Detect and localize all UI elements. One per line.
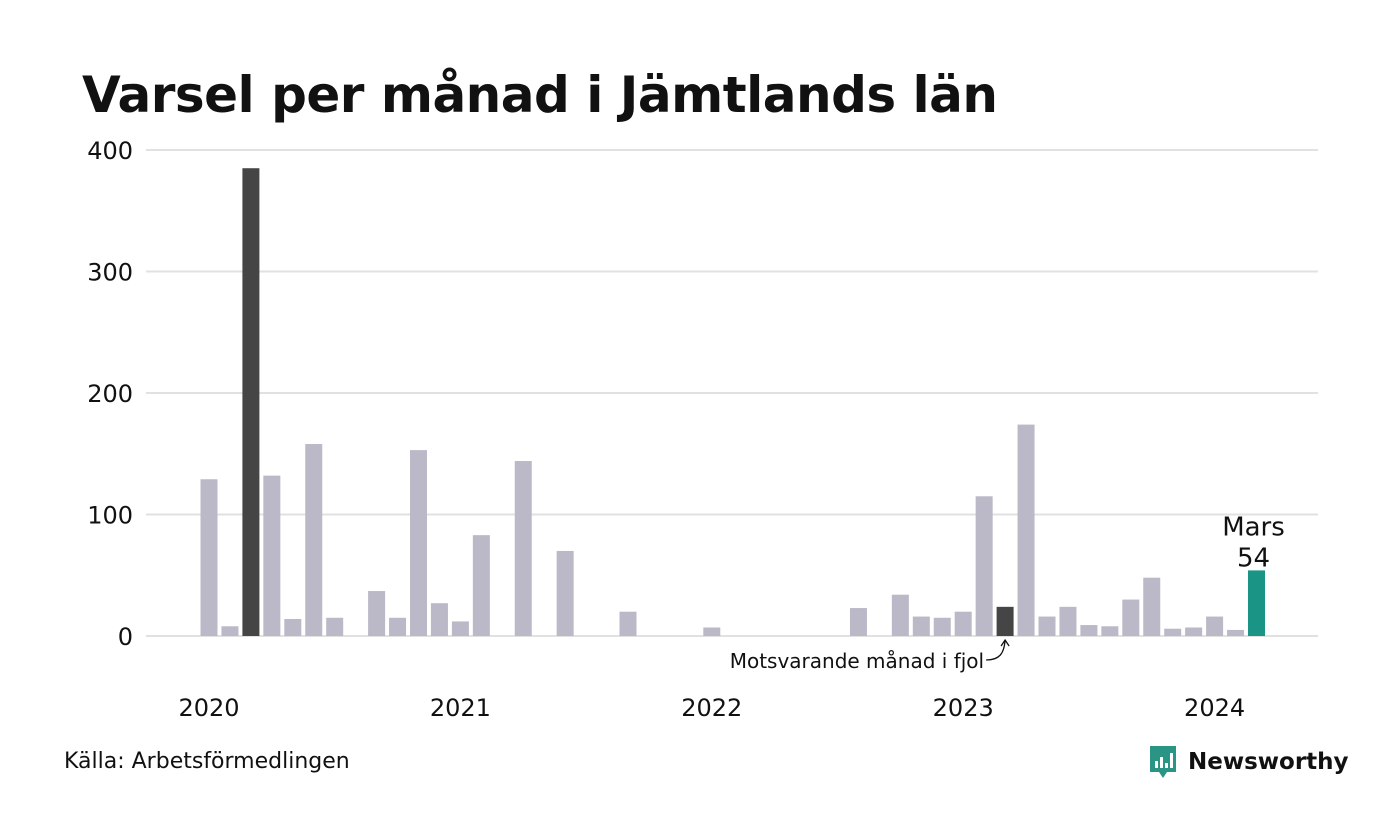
bar [1248,570,1265,636]
current-value-label: 54 [1237,543,1270,573]
brand-logo: Newsworthy [1148,744,1349,780]
annotations: Mars 54 Motsvarande månad i fjol [730,512,1285,673]
comparison-annotation-label: Motsvarande månad i fjol [730,649,984,673]
bars [200,168,1265,636]
bar [1164,628,1182,636]
bar [305,444,323,636]
bar [263,475,281,636]
x-tick-label: 2023 [933,694,994,722]
bar [1080,625,1098,636]
y-tick-label: 200 [87,380,133,408]
x-tick-label: 2020 [178,694,239,722]
bar [1143,577,1161,636]
source-note: Källa: Arbetsförmedlingen [64,749,350,774]
bar [410,450,427,636]
bar [849,608,867,636]
bar [891,594,909,636]
newsworthy-logo-icon [1150,746,1176,778]
bar [619,611,637,636]
bar-chart: 0 100 200 300 400 2020 2021 2022 2023 2024 Mars … [87,137,1318,722]
current-month-label: Mars [1222,512,1285,542]
y-tick-label: 300 [87,259,133,287]
bar [242,168,260,636]
x-tick-label: 2021 [430,694,491,722]
bar [1185,627,1203,636]
y-axis-ticks: 0 100 200 300 400 [87,137,133,651]
chart-title: Varsel per månad i Jämtlands län [82,66,998,124]
bar [284,618,302,636]
comparison-arrowhead [1000,638,1010,647]
bar [703,627,721,636]
bar [368,591,386,636]
bar [912,616,930,636]
bar [1122,599,1140,636]
y-tick-label: 100 [87,502,133,530]
bar [200,479,218,636]
bar [430,603,448,636]
bar [556,550,574,636]
y-tick-label: 400 [87,137,133,165]
bar [933,617,951,636]
bar [221,626,239,636]
comparison-annotation-arrow [986,639,1006,661]
bar [389,617,407,636]
x-tick-label: 2022 [681,694,742,722]
x-tick-label: 2024 [1184,694,1245,722]
bar [472,535,490,636]
y-tick-label: 0 [118,623,133,651]
bar [1017,424,1035,636]
bar [954,611,972,636]
bar [1206,616,1224,636]
bar [1227,629,1245,636]
bar [996,606,1014,636]
brand-name: Newsworthy [1188,749,1349,775]
bar [451,621,469,636]
bar [975,496,993,636]
bar [326,617,344,636]
bar [514,461,532,636]
bar [1059,606,1077,636]
x-axis-ticks: 2020 2021 2022 2023 2024 [178,694,1245,722]
bar [1038,616,1056,636]
bar [1101,626,1119,636]
